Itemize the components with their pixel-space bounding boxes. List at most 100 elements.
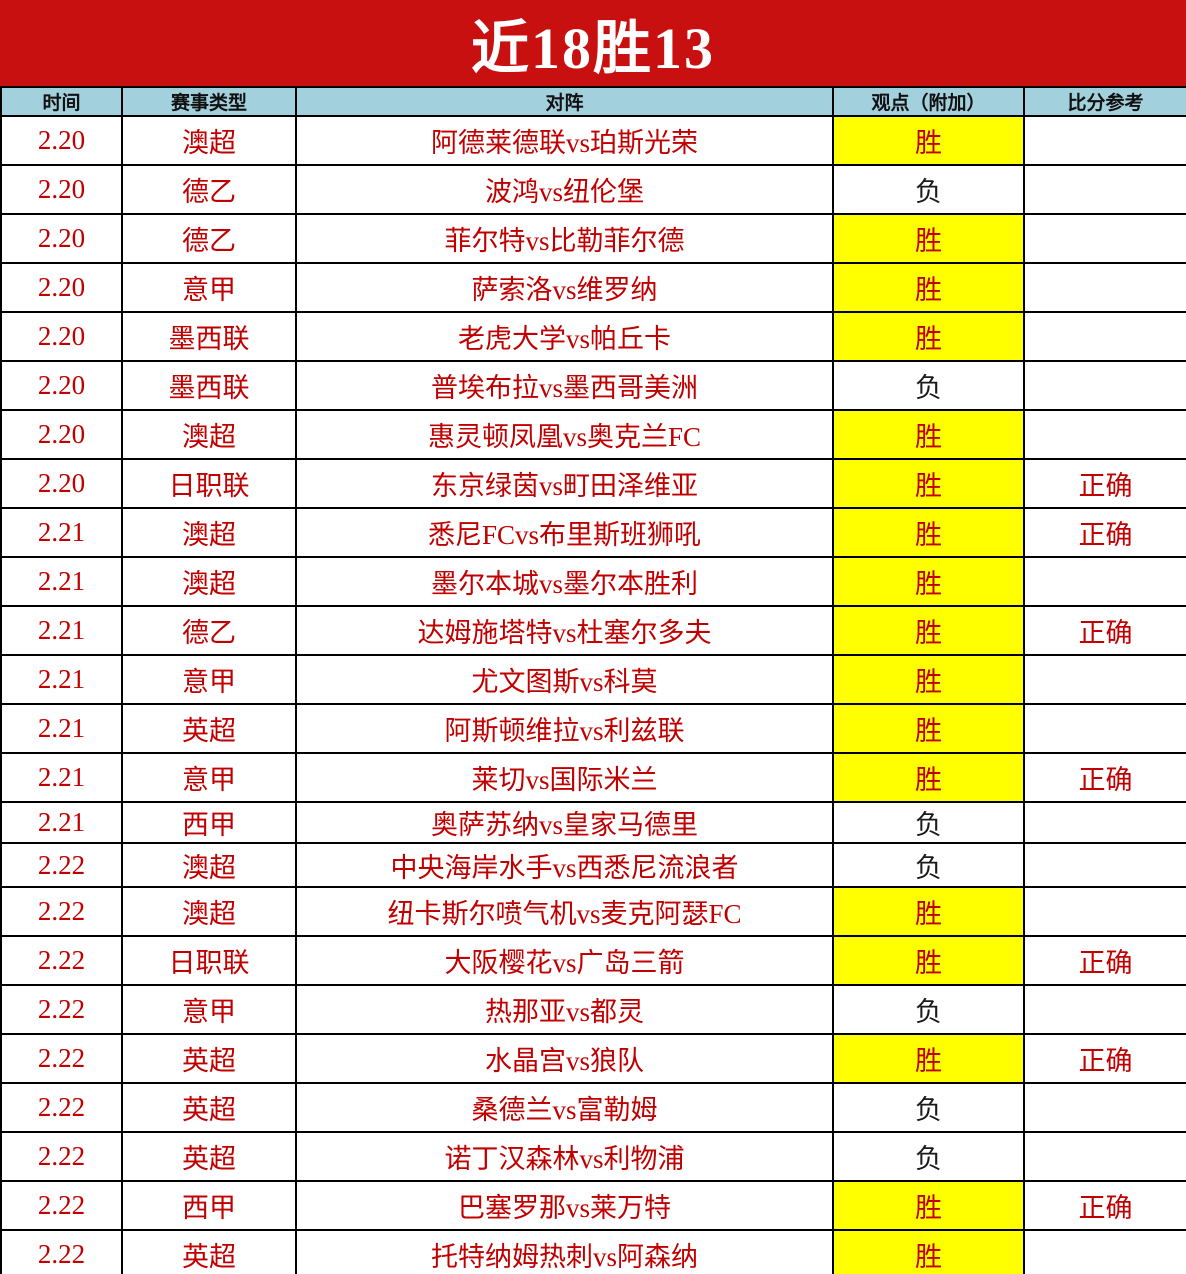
- cell-result: [1023, 262, 1186, 313]
- table-row: 2.22 澳超 中央海岸水手vs西悉尼流浪者 负: [0, 842, 1186, 888]
- cell-league: 英超: [121, 1033, 297, 1084]
- cell-pick: 胜: [832, 409, 1025, 460]
- cell-date: 2.20: [0, 360, 123, 411]
- cell-pick: 胜: [832, 311, 1025, 362]
- cell-pick: 负: [832, 164, 1025, 215]
- cell-league: 澳超: [121, 842, 297, 888]
- cell-match: 巴塞罗那vs莱万特: [295, 1180, 834, 1231]
- cell-match: 达姆施塔特vs杜塞尔多夫: [295, 605, 834, 656]
- cell-pick: 负: [832, 360, 1025, 411]
- cell-date: 2.22: [0, 1229, 123, 1274]
- cell-match: 奥萨苏纳vs皇家马德里: [295, 801, 834, 844]
- cell-league: 澳超: [121, 507, 297, 558]
- table-row: 2.21 澳超 墨尔本城vs墨尔本胜利 胜: [0, 556, 1186, 607]
- cell-date: 2.20: [0, 164, 123, 215]
- cell-match: 诺丁汉森林vs利物浦: [295, 1131, 834, 1182]
- cell-league: 西甲: [121, 1180, 297, 1231]
- table-row: 2.20 日职联 东京绿茵vs町田泽维亚 胜 正确: [0, 458, 1186, 509]
- table-row: 2.21 德乙 达姆施塔特vs杜塞尔多夫 胜 正确: [0, 605, 1186, 656]
- cell-pick: 负: [832, 1131, 1025, 1182]
- cell-date: 2.22: [0, 842, 123, 888]
- cell-pick: 胜: [832, 605, 1025, 656]
- cell-match: 波鸿vs纽伦堡: [295, 164, 834, 215]
- cell-match: 菲尔特vs比勒菲尔德: [295, 213, 834, 264]
- cell-match: 惠灵顿凤凰vs奥克兰FC: [295, 409, 834, 460]
- cell-match: 悉尼FCvs布里斯班狮吼: [295, 507, 834, 558]
- cell-league: 澳超: [121, 409, 297, 460]
- table-row: 2.20 澳超 惠灵顿凤凰vs奥克兰FC 胜: [0, 409, 1186, 460]
- cell-result: 正确: [1023, 507, 1186, 558]
- cell-date: 2.20: [0, 213, 123, 264]
- cell-league: 澳超: [121, 886, 297, 937]
- cell-date: 2.20: [0, 311, 123, 362]
- cell-pick: 胜: [832, 935, 1025, 986]
- cell-league: 日职联: [121, 458, 297, 509]
- col-header-time: 时间: [0, 86, 123, 117]
- cell-match: 大阪樱花vs广岛三箭: [295, 935, 834, 986]
- cell-result: 正确: [1023, 605, 1186, 656]
- table-row: 2.20 墨西联 老虎大学vs帕丘卡 胜: [0, 311, 1186, 362]
- cell-result: 正确: [1023, 1033, 1186, 1084]
- cell-league: 日职联: [121, 935, 297, 986]
- cell-league: 德乙: [121, 605, 297, 656]
- cell-pick: 胜: [832, 1180, 1025, 1231]
- cell-league: 英超: [121, 1082, 297, 1133]
- cell-match: 尤文图斯vs科莫: [295, 654, 834, 705]
- cell-date: 2.20: [0, 409, 123, 460]
- cell-result: [1023, 213, 1186, 264]
- cell-match: 莱切vs国际米兰: [295, 752, 834, 803]
- table-row: 2.20 澳超 阿德莱德联vs珀斯光荣 胜: [0, 115, 1186, 166]
- cell-pick: 胜: [832, 703, 1025, 754]
- table-row: 2.21 英超 阿斯顿维拉vs利兹联 胜: [0, 703, 1186, 754]
- table-row: 2.22 英超 托特纳姆热刺vs阿森纳 胜: [0, 1229, 1186, 1274]
- cell-date: 2.22: [0, 1082, 123, 1133]
- cell-date: 2.20: [0, 115, 123, 166]
- cell-league: 德乙: [121, 164, 297, 215]
- cell-date: 2.22: [0, 935, 123, 986]
- table-row: 2.22 英超 诺丁汉森林vs利物浦 负: [0, 1131, 1186, 1182]
- cell-result: [1023, 1229, 1186, 1274]
- cell-league: 西甲: [121, 801, 297, 844]
- cell-result: [1023, 311, 1186, 362]
- cell-match: 普埃布拉vs墨西哥美洲: [295, 360, 834, 411]
- cell-league: 意甲: [121, 984, 297, 1035]
- cell-date: 2.21: [0, 556, 123, 607]
- cell-result: [1023, 360, 1186, 411]
- cell-result: [1023, 886, 1186, 937]
- cell-date: 2.20: [0, 458, 123, 509]
- cell-pick: 胜: [832, 1229, 1025, 1274]
- cell-match: 纽卡斯尔喷气机vs麦克阿瑟FC: [295, 886, 834, 937]
- col-header-score-ref: 比分参考: [1023, 86, 1186, 117]
- cell-pick: 负: [832, 801, 1025, 844]
- cell-date: 2.20: [0, 262, 123, 313]
- cell-result: [1023, 164, 1186, 215]
- cell-match: 东京绿茵vs町田泽维亚: [295, 458, 834, 509]
- table-row: 2.22 意甲 热那亚vs都灵 负: [0, 984, 1186, 1035]
- table-row: 2.22 澳超 纽卡斯尔喷气机vs麦克阿瑟FC 胜: [0, 886, 1186, 937]
- cell-result: [1023, 703, 1186, 754]
- col-header-match: 对阵: [295, 86, 834, 117]
- cell-result: [1023, 556, 1186, 607]
- cell-result: [1023, 984, 1186, 1035]
- cell-date: 2.21: [0, 507, 123, 558]
- cell-pick: 负: [832, 842, 1025, 888]
- cell-league: 英超: [121, 1131, 297, 1182]
- table-row: 2.22 英超 桑德兰vs富勒姆 负: [0, 1082, 1186, 1133]
- cell-pick: 胜: [832, 115, 1025, 166]
- cell-league: 英超: [121, 1229, 297, 1274]
- table-row: 2.22 日职联 大阪樱花vs广岛三箭 胜 正确: [0, 935, 1186, 986]
- cell-pick: 负: [832, 984, 1025, 1035]
- table-row: 2.21 西甲 奥萨苏纳vs皇家马德里 负: [0, 801, 1186, 844]
- cell-pick: 负: [832, 1082, 1025, 1133]
- cell-league: 英超: [121, 703, 297, 754]
- page-title: 近18胜13: [0, 0, 1186, 86]
- header-row: 时间 赛事类型 对阵 观点（附加） 比分参考: [0, 86, 1186, 117]
- cell-match: 水晶宫vs狼队: [295, 1033, 834, 1084]
- cell-date: 2.22: [0, 1131, 123, 1182]
- table-row: 2.20 墨西联 普埃布拉vs墨西哥美洲 负: [0, 360, 1186, 411]
- table-row: 2.22 西甲 巴塞罗那vs莱万特 胜 正确: [0, 1180, 1186, 1231]
- cell-pick: 胜: [832, 213, 1025, 264]
- cell-match: 阿斯顿维拉vs利兹联: [295, 703, 834, 754]
- cell-date: 2.21: [0, 752, 123, 803]
- col-header-pick: 观点（附加）: [832, 86, 1025, 117]
